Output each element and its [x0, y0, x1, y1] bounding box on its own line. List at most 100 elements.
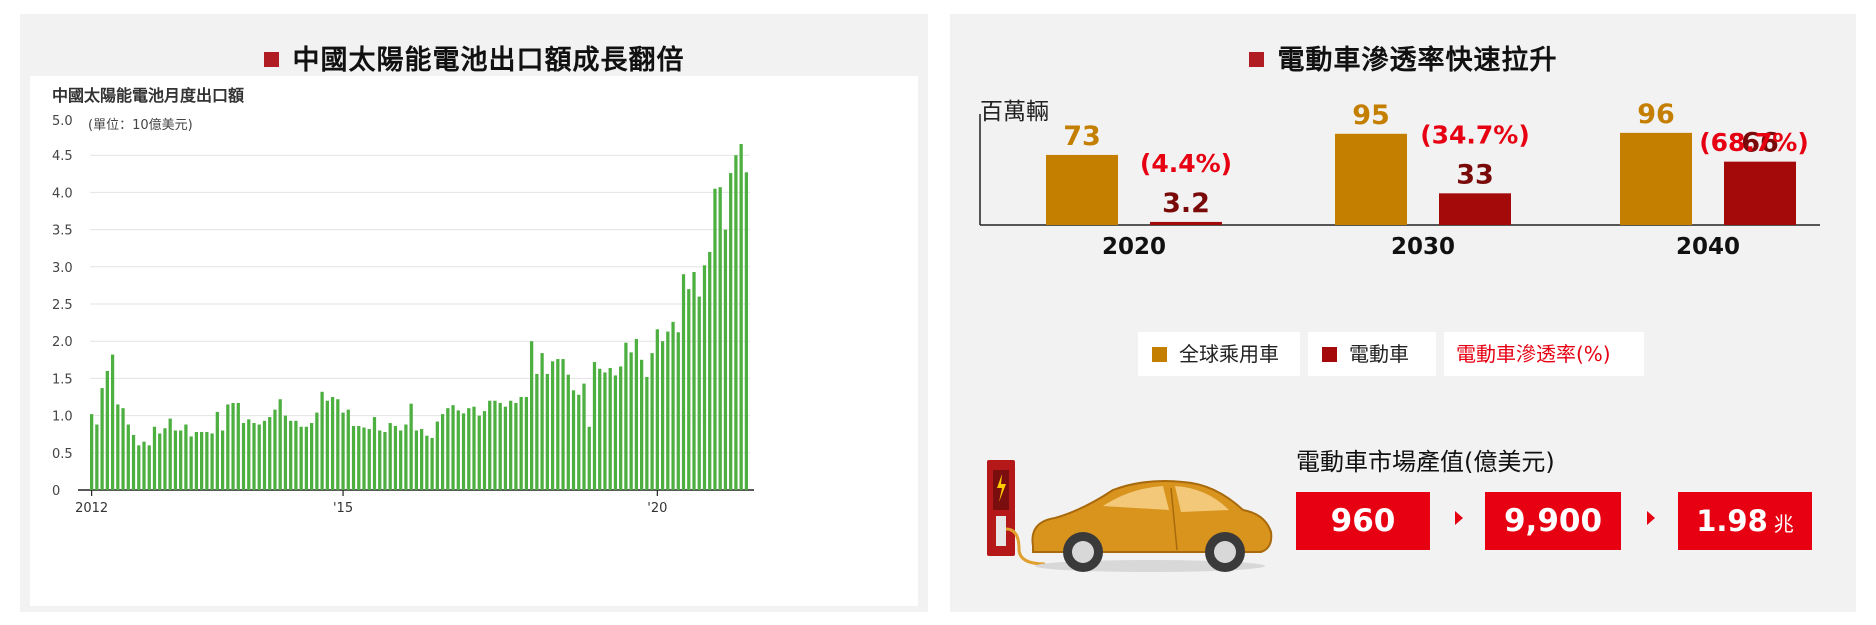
market-title: 電動車市場產值(億美元): [1296, 448, 1555, 476]
category-label: 2040: [1676, 234, 1740, 260]
bar: [613, 375, 618, 490]
bar: [388, 423, 392, 490]
bar: [262, 420, 267, 490]
bar: [152, 426, 157, 490]
bar: [571, 390, 576, 490]
x-tick-label: '15: [333, 501, 353, 516]
bar: [530, 341, 534, 490]
bar: [409, 403, 413, 490]
bar: [509, 400, 513, 490]
bar: [603, 372, 607, 490]
bar: [577, 394, 581, 490]
bar: [320, 391, 324, 490]
bar: [446, 408, 450, 490]
market-value-2040-number: 1.98: [1696, 504, 1768, 538]
bar: [540, 353, 544, 490]
title-square-icon: [263, 52, 279, 67]
bar: [655, 329, 659, 490]
bar: [116, 404, 120, 490]
bar: [131, 434, 136, 490]
bar: [393, 426, 398, 490]
bar: [351, 426, 356, 490]
bar: [734, 155, 738, 490]
bar: [1724, 161, 1796, 225]
bar: [121, 408, 125, 490]
bar: [362, 427, 366, 490]
lightning-icon: [997, 474, 1006, 502]
bar: [587, 426, 591, 490]
bar: [472, 406, 476, 490]
bar: [95, 424, 99, 490]
left-panel-title: 中國太陽能電池出口額成長翻倍: [20, 38, 928, 77]
bar: [493, 400, 497, 490]
bar: [184, 424, 188, 490]
bar: [378, 430, 382, 490]
bar: [535, 373, 539, 490]
bar: [399, 430, 403, 490]
bar: [330, 397, 335, 490]
bar: [231, 402, 235, 490]
bar: [90, 414, 94, 490]
bar: [477, 415, 481, 490]
bar: [247, 419, 251, 490]
ev-charging-car-illustration: [987, 460, 1273, 572]
y-tick-label: 2.0: [52, 335, 73, 350]
bar-value-label: 73: [1063, 121, 1101, 152]
y-tick-label: 1.5: [52, 372, 73, 387]
bar: [268, 417, 272, 490]
bar: [236, 402, 240, 490]
bar: [241, 423, 246, 490]
x-tick-label: '20: [647, 501, 667, 516]
bar: [110, 354, 115, 490]
bar: [467, 408, 471, 490]
bar: [519, 397, 523, 490]
bar: [692, 272, 696, 490]
left-panel-title-text: 中國太陽能電池出口額成長翻倍: [292, 45, 685, 76]
solar-chart-svg: 0 0.5 1.0 1.5 2.0 2.5 3.0 3.5 4.0 4.5 2012 '15 '20: [52, 144, 754, 516]
bar: [163, 428, 167, 490]
bar: [681, 274, 686, 490]
penetration-annotation: (4.4%): [1140, 149, 1232, 178]
bar: [430, 437, 434, 490]
bar: [200, 431, 204, 490]
bar: [189, 436, 193, 490]
bar: [545, 373, 549, 490]
penetration-annotation: (34.7%): [1420, 120, 1530, 149]
bar: [550, 361, 555, 490]
bar: [168, 418, 172, 490]
category-label: 2030: [1391, 234, 1455, 260]
bar: [498, 402, 502, 490]
chart-title: 中國太陽能電池月度出口額: [52, 86, 245, 105]
bar: [257, 424, 261, 490]
bar: [147, 445, 151, 490]
bar: [194, 431, 199, 490]
bar: [640, 359, 644, 490]
bar: [100, 388, 104, 490]
bar: [336, 399, 340, 490]
bar: [461, 413, 466, 490]
bar: [367, 428, 371, 490]
bar: [503, 406, 508, 490]
bar: [226, 404, 230, 490]
bar: [294, 420, 298, 490]
legend-label: 電動車滲透率(%): [1456, 342, 1611, 366]
bar-value-label: 66: [1741, 128, 1779, 159]
bar: [482, 411, 487, 490]
category-label: 2020: [1102, 234, 1166, 260]
bar: [671, 321, 675, 490]
y-tick-label: 2.5: [52, 298, 73, 313]
y-tick-label: 1.0: [52, 410, 73, 425]
bar: [650, 353, 654, 490]
bar: [220, 430, 225, 490]
bar: [341, 412, 345, 490]
penetration-annotation: (68.7%): [1699, 128, 1809, 157]
legend-swatch-darkred: [1322, 347, 1337, 362]
market-value-unit: 兆: [1773, 512, 1794, 536]
bar: [278, 399, 282, 490]
y-axis-unit-label: (單位：10億美元): [88, 118, 193, 133]
bar: [205, 431, 209, 490]
bar: [304, 426, 309, 490]
legend-label: 電動車: [1349, 342, 1409, 366]
bar: [598, 368, 602, 490]
bar: [252, 423, 256, 490]
